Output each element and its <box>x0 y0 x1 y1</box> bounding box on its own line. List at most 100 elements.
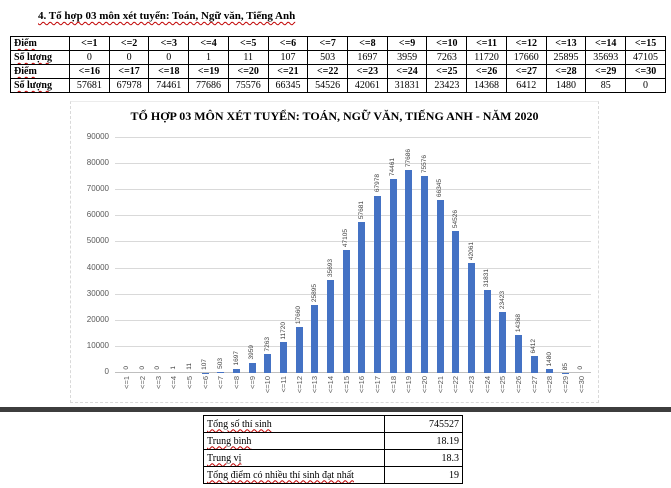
count-cell: 6412 <box>505 78 547 93</box>
count-cell: 35693 <box>585 50 627 65</box>
score-header-cell: <=6 <box>267 36 309 51</box>
summary-row: Tổng điểm có nhiều thí sinh đạt nhất 19 <box>203 466 463 484</box>
y-axis-tick-label: 50000 <box>86 236 109 246</box>
count-cell: 57681 <box>69 78 110 93</box>
x-axis-tick-label: <=19 <box>404 376 414 394</box>
x-axis-tick-label: <=7 <box>216 376 226 389</box>
summary-table-body: Tổng số thí sinh 745527 Trung bình 18.19 Tru… <box>203 415 463 484</box>
x-axis-line <box>115 372 591 373</box>
x-axis-tick-label: <=8 <box>232 376 241 389</box>
score-header-cell: <=20 <box>227 64 269 79</box>
x-axis-tick-label: <=25 <box>498 376 508 394</box>
score-header-cell: <=28 <box>545 64 587 79</box>
y-axis-tick-label: 20000 <box>86 314 109 324</box>
summary-label-cell: Tổng số thí sinh <box>203 415 385 433</box>
y-axis-tick-label: 0 <box>104 367 109 376</box>
x-axis-tick-label: <=12 <box>294 376 304 394</box>
gridline <box>115 189 591 191</box>
count-cell: 1480 <box>545 78 587 93</box>
bar-value-label: 503 <box>216 357 224 369</box>
count-cell: 1 <box>188 50 229 65</box>
bar-value-label: 25895 <box>310 284 318 303</box>
x-axis-tick-label: <=27 <box>529 376 539 394</box>
bar <box>483 289 491 373</box>
score-header-cell: <=25 <box>426 64 468 79</box>
score-header-cell: <=22 <box>307 64 349 79</box>
count-cell: 75576 <box>227 78 269 93</box>
bar-value-label: 1480 <box>545 351 553 367</box>
score-header-cell: <=27 <box>505 64 547 79</box>
bar-value-label: 85 <box>561 362 569 370</box>
x-axis-tick-label: <=9 <box>247 376 257 389</box>
count-cell: 85 <box>585 78 627 93</box>
count-cell: 14368 <box>466 78 507 93</box>
divider-rule <box>0 407 671 412</box>
x-axis-tick-label: <=1 <box>122 376 132 389</box>
bar <box>436 199 444 373</box>
bar <box>248 362 256 373</box>
bar <box>264 354 272 373</box>
x-axis-tick-label: <=10 <box>263 376 273 394</box>
score-header-cell: <=5 <box>227 36 269 51</box>
bar-chart: TỔ HỢP 03 MÔN XÉT TUYỂN: TOÁN, NGỮ VĂN, … <box>70 101 599 403</box>
gridline <box>115 345 591 347</box>
bar-value-label: 54526 <box>451 209 459 228</box>
score-header-cell: <=24 <box>386 64 428 79</box>
bar <box>546 369 554 373</box>
count-cell: 74461 <box>148 78 190 93</box>
score-header-cell: <=2 <box>108 36 150 51</box>
score-header-cell: <=3 <box>148 36 190 51</box>
count-cell: 67978 <box>108 78 150 93</box>
summary-label-cell: Trung bình <box>203 432 385 450</box>
row-header-cell: Điểm <box>10 64 70 79</box>
bar-value-label: 67978 <box>373 174 381 193</box>
x-axis-tick-label: <=14 <box>326 376 335 394</box>
count-cell: 0 <box>108 50 150 65</box>
summary-value-cell: 19 <box>384 466 463 484</box>
score-header-cell: <=26 <box>466 64 507 79</box>
score-header-cell: <=30 <box>625 64 666 79</box>
count-cell: 47105 <box>625 50 666 65</box>
y-axis-tick-label: 70000 <box>86 184 109 194</box>
score-header-cell: <=1 <box>69 36 110 51</box>
x-axis-tick-label: <=2 <box>138 376 147 389</box>
score-header-cell: <=19 <box>188 64 229 79</box>
score-header-cell: <=29 <box>585 64 627 79</box>
bar-value-label: 35693 <box>326 258 334 277</box>
count-cell: 31831 <box>386 78 428 93</box>
bar-value-label: 1697 <box>232 351 240 366</box>
bar <box>530 356 538 373</box>
bar-value-label: 0 <box>122 366 130 370</box>
bar-value-label: 77686 <box>404 149 412 168</box>
count-cell: 54526 <box>307 78 349 93</box>
x-axis-tick-label: <=28 <box>545 376 555 394</box>
bar <box>515 335 522 373</box>
x-axis-tick-label: <=4 <box>169 376 179 389</box>
bar-value-label: 7263 <box>263 336 271 352</box>
summary-label-cell: Trung vị <box>203 449 385 467</box>
gridline <box>115 215 591 217</box>
bar-value-label: 57681 <box>357 201 365 220</box>
x-axis-tick-label: <=22 <box>451 376 461 394</box>
bar-value-label: 3959 <box>248 345 256 360</box>
count-cell: 42061 <box>347 78 388 93</box>
bar-value-label: 11720 <box>279 321 287 340</box>
y-axis-tick-label: 10000 <box>86 340 109 350</box>
score-header-cell: <=18 <box>148 64 190 79</box>
bar <box>405 170 413 373</box>
x-axis-tick-label: <=16 <box>357 376 367 394</box>
score-header-cell: <=17 <box>108 64 150 79</box>
summary-row: Tổng số thí sinh 745527 <box>203 415 463 433</box>
row-header-cell: Số lượng <box>10 78 70 93</box>
count-cell: 77686 <box>188 78 229 93</box>
bar-value-label: 107 <box>201 358 209 370</box>
score-header-cell: <=8 <box>347 36 388 51</box>
bar-value-label: 74461 <box>389 157 397 176</box>
bar <box>327 279 334 373</box>
x-axis-tick-label: <=26 <box>514 376 523 394</box>
bar-value-label: 0 <box>154 366 162 370</box>
bar <box>468 263 475 373</box>
bar-value-label: 42061 <box>467 242 475 261</box>
bar <box>452 230 460 373</box>
score-header-cell: <=15 <box>625 36 666 51</box>
